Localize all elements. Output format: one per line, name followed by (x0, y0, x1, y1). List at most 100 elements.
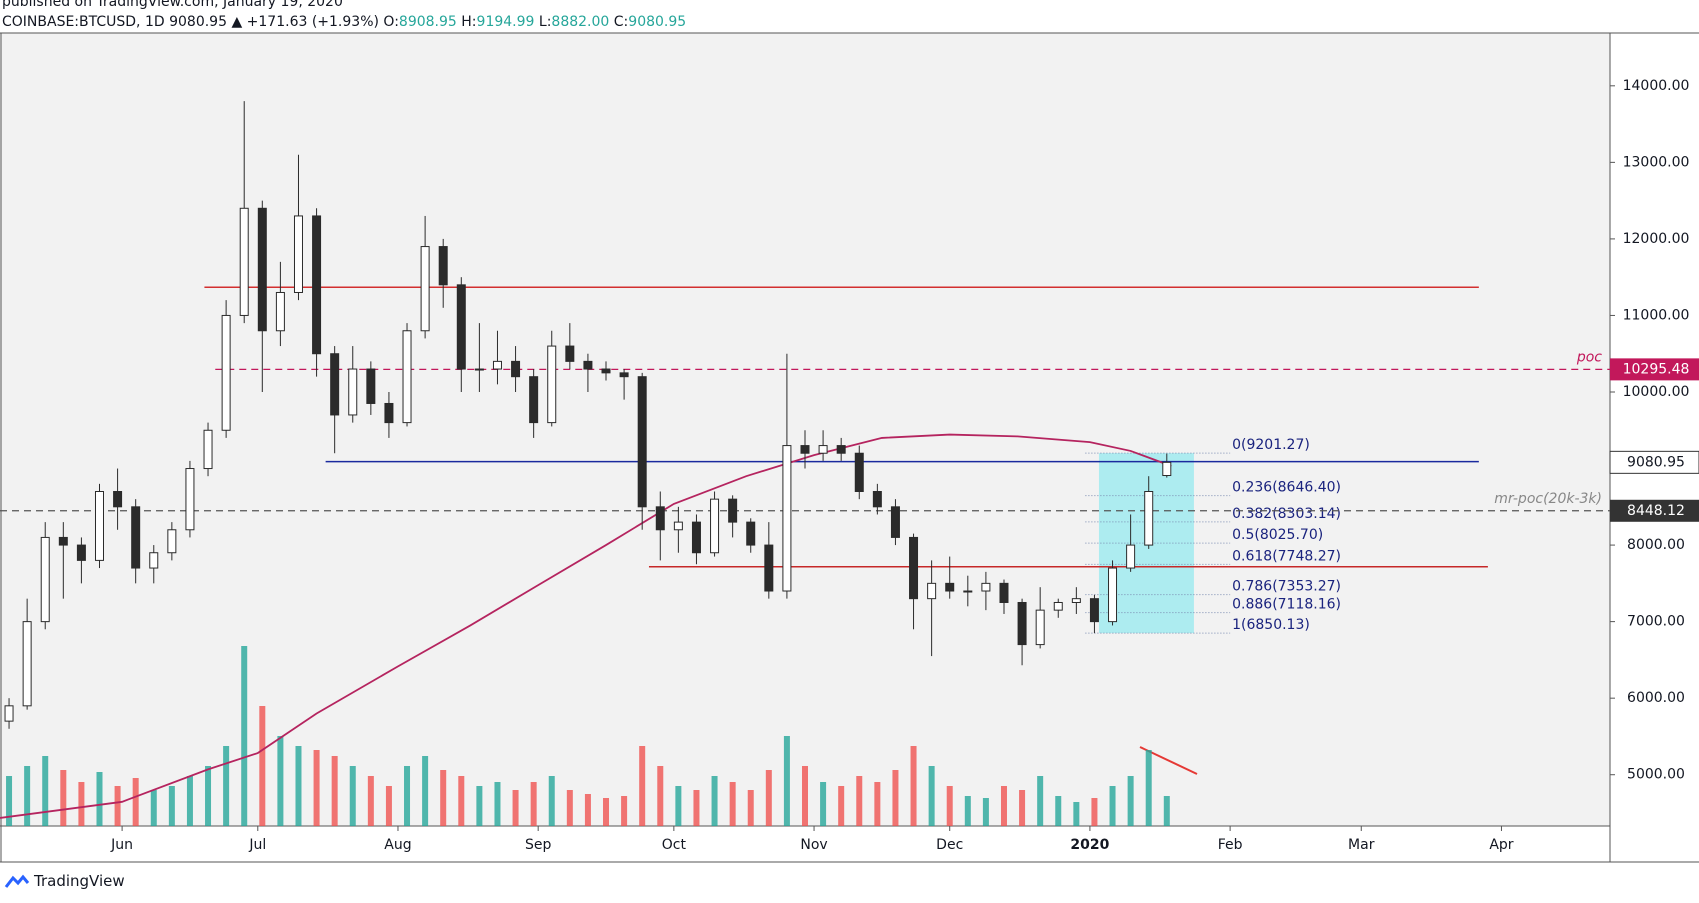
candle-body (746, 521, 756, 546)
logo (4, 874, 30, 888)
volume-bar (783, 736, 790, 826)
candle-body (637, 376, 647, 508)
volume-bar (1163, 796, 1170, 826)
candle-body (909, 536, 919, 600)
volume-bar (42, 756, 49, 826)
volume-bar (186, 776, 193, 826)
x-tick-label: Oct (662, 837, 687, 853)
volume-bar (765, 770, 772, 826)
volume-bar (223, 746, 230, 826)
candle-body (782, 445, 792, 592)
last: 9080.95 (169, 14, 227, 30)
close: 9080.95 (628, 14, 687, 30)
volume-bar (530, 782, 537, 826)
volume-bar (548, 776, 555, 826)
volume-bar (78, 782, 85, 826)
y-tick-label: 10000.00 (1623, 384, 1690, 400)
candle-body (818, 445, 828, 454)
x-tick-label: Feb (1218, 837, 1243, 853)
candle-body (710, 498, 720, 554)
candle-body (456, 284, 466, 370)
volume-bar (584, 794, 591, 826)
symbol-line: COINBASE:BTCUSD, 1D 9080.95 ▲ +171.63 (+… (2, 12, 686, 32)
candle-body (293, 215, 303, 293)
candle-body (438, 246, 448, 286)
volume-bar (1127, 776, 1134, 826)
candle-body (94, 491, 104, 561)
candle-body (275, 291, 285, 332)
volume-bar (440, 770, 447, 826)
volume-bar (114, 786, 121, 826)
volume-bar (259, 706, 266, 826)
candle-body (619, 372, 629, 378)
candle-body (113, 491, 123, 508)
brand: TradingView (34, 872, 125, 890)
y-tick-label: 6000.00 (1627, 690, 1685, 706)
candle-body (167, 529, 177, 554)
volume-bar (24, 766, 31, 826)
volume-bar (802, 766, 808, 826)
volume-bar (404, 766, 411, 826)
volume-bar (603, 798, 610, 826)
candle-body (257, 207, 267, 332)
candle-body (999, 582, 1009, 603)
candle-body (1126, 544, 1136, 569)
volume-bar (331, 756, 338, 826)
x-tick-label: Mar (1348, 837, 1375, 853)
candle-body (1162, 461, 1172, 477)
poc-name: poc (1576, 349, 1602, 365)
candle-body (927, 582, 937, 600)
fib-label: 0.5(8025.70) (1232, 527, 1323, 543)
candle-body (474, 368, 484, 371)
header: published on TradingView.com, January 19… (2, 0, 686, 32)
candle-body (565, 345, 575, 362)
volume-bar (1073, 802, 1080, 826)
candle-body (149, 552, 159, 569)
mr-poc-tag-label: 8448.12 (1627, 503, 1685, 519)
volume-bar (729, 782, 736, 826)
footer: TradingView (4, 872, 125, 890)
y-tick-label: 12000.00 (1623, 231, 1690, 247)
volume-bar (566, 790, 573, 826)
candle-body (1071, 598, 1081, 603)
volume-bar (476, 786, 483, 826)
fib-label: 0(9201.27) (1232, 437, 1310, 453)
change: ▲ +171.63 (+1.93%) (231, 14, 379, 30)
x-tick-label: 2020 (1070, 837, 1109, 853)
volume-bar (1091, 798, 1098, 826)
candle-body (58, 536, 68, 546)
volume-bar (385, 786, 392, 826)
volume-bar (946, 786, 953, 826)
chart: 5000.00 6000.00 7000.00 8000.00 10000.00 1100… (0, 32, 1699, 863)
open: 8908.95 (398, 14, 457, 30)
candle-body (312, 215, 322, 355)
x-tick-label: Aug (384, 837, 411, 853)
candle-body (945, 582, 955, 592)
candle-body (583, 360, 593, 370)
volume-bar (820, 782, 827, 826)
moving-average (0, 433, 1172, 819)
volume-bar (367, 776, 374, 826)
candle-body (981, 582, 991, 592)
candle-body (492, 360, 502, 370)
candle-body (655, 506, 665, 531)
volume-bar (168, 786, 175, 826)
volume-bar (874, 782, 881, 826)
x-tick-label: Jun (110, 837, 133, 853)
volume-bar (639, 746, 646, 826)
candle-body (529, 376, 539, 424)
candle-body (420, 246, 430, 332)
mr-poc-name: mr-poc(20k-3k) (1494, 491, 1602, 507)
high: 9194.99 (476, 14, 535, 30)
o-label: O: (383, 14, 399, 30)
fib-label: 0.382(8303.14) (1232, 506, 1341, 522)
candle-body (348, 368, 358, 416)
volume-bar (1055, 796, 1062, 826)
last-price-label: 9080.95 (1627, 454, 1685, 470)
volume-bar (747, 790, 754, 826)
candle-body (1053, 601, 1063, 611)
candle-body (691, 521, 701, 554)
candle-body (800, 445, 810, 454)
y-tick-label: 8000.00 (1627, 537, 1685, 553)
candle-body (890, 506, 900, 538)
